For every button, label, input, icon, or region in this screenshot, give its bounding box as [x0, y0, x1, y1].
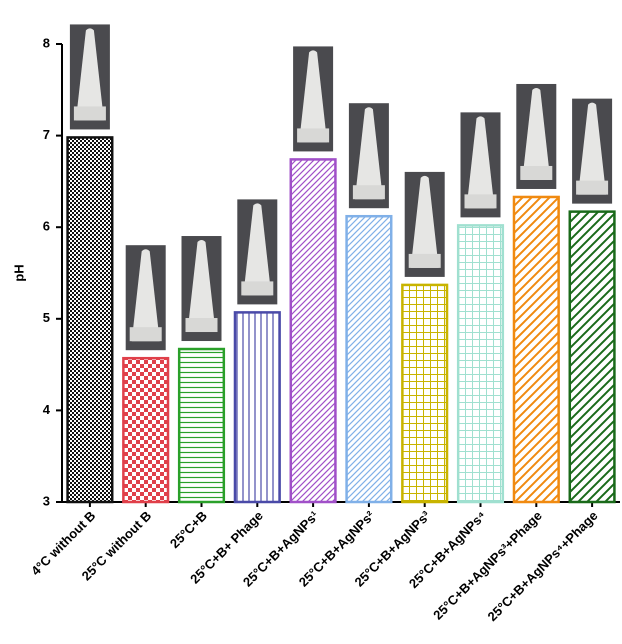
- bar: [570, 212, 615, 502]
- bar: [179, 349, 224, 502]
- y-tick-label: 6: [43, 219, 50, 234]
- tube-photo: [293, 46, 333, 151]
- y-tick-label: 4: [43, 402, 51, 417]
- bar: [68, 137, 113, 502]
- chart: pH 3456784°C without B25°C without B25°C…: [0, 0, 622, 644]
- tube-photo: [237, 199, 277, 304]
- y-tick-label: 5: [43, 310, 50, 325]
- tube-photo: [70, 24, 110, 129]
- tube-photo: [516, 84, 556, 189]
- bar: [235, 312, 280, 502]
- bar: [347, 216, 392, 502]
- x-tick-label: 25°C+B+AgNPs⁴+Phage: [484, 508, 600, 624]
- tube-photo: [461, 112, 501, 217]
- bar: [123, 358, 168, 502]
- y-tick-label: 3: [43, 493, 50, 508]
- tube-photo: [405, 172, 445, 277]
- bar: [291, 159, 336, 502]
- y-tick-label: 7: [43, 127, 50, 142]
- bar: [514, 197, 559, 502]
- y-tick-label: 8: [43, 35, 50, 50]
- y-axis-label: pH: [11, 264, 26, 281]
- bar: [458, 225, 503, 502]
- x-tick-label: 25°C+B+AgNPs³+Phage: [430, 508, 545, 623]
- bar: [402, 285, 447, 502]
- tube-photo: [349, 103, 389, 208]
- tube-photo: [126, 245, 166, 350]
- tube-photo: [572, 99, 612, 204]
- tube-photo: [182, 236, 222, 341]
- x-tick-label: 25°C+B: [167, 508, 210, 551]
